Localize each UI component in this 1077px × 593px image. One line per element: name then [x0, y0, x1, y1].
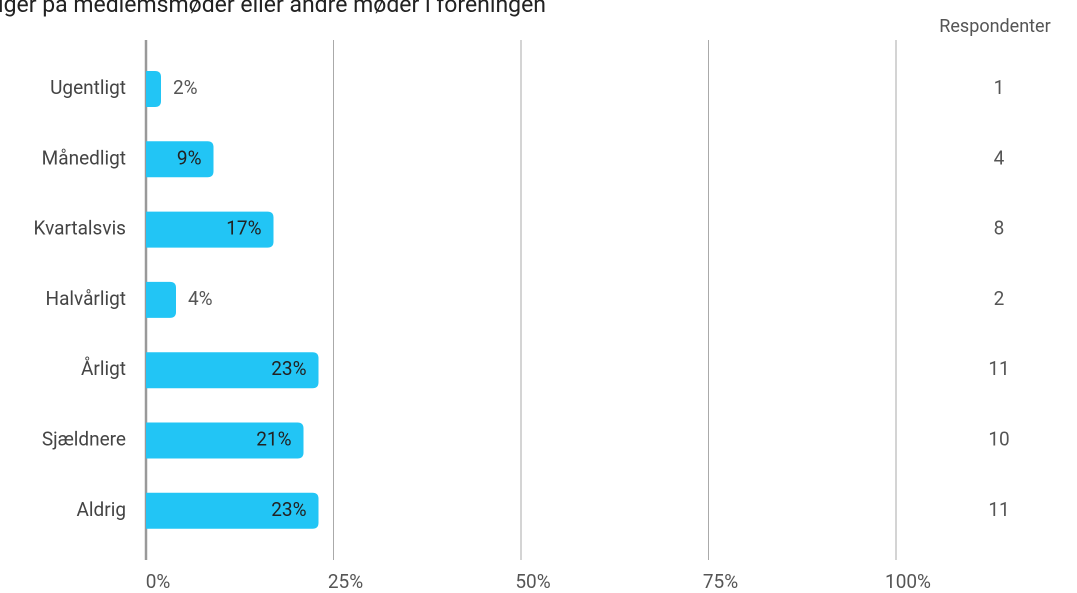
bar: [146, 281, 176, 318]
value-label: 4%: [188, 287, 213, 310]
y-tick-label: Månedligt: [42, 146, 126, 169]
respondents-count: 8: [994, 217, 1005, 240]
x-tick-label: 75%: [703, 570, 738, 593]
respondents-count: 11: [988, 498, 1009, 521]
value-label: 23%: [271, 357, 306, 380]
respondents-count: 2: [994, 287, 1005, 310]
x-tick-label: 50%: [515, 570, 550, 593]
chart-title: lger på medlemsmøder eller andre møder i…: [0, 0, 546, 18]
bar: [146, 422, 304, 459]
y-tick-label: Halvårligt: [46, 287, 126, 310]
value-label: 17%: [226, 217, 261, 240]
respondents-count: 10: [988, 428, 1009, 451]
x-tick-label: 100%: [885, 570, 931, 593]
bar: [146, 71, 161, 107]
respondents-header: Respondenter: [939, 16, 1050, 37]
respondents-count: 1: [994, 76, 1005, 99]
y-tick-label: Sjældnere: [42, 428, 126, 451]
respondents-count: 4: [994, 146, 1005, 169]
bar: [146, 211, 274, 248]
y-tick-label: Kvartalsvis: [34, 217, 126, 240]
value-label: 21%: [256, 428, 291, 451]
value-label: 2%: [173, 76, 198, 99]
value-label: 23%: [271, 498, 306, 521]
y-tick-label: Årligt: [81, 357, 126, 380]
bar: [146, 352, 319, 389]
y-tick-label: Aldrig: [77, 498, 126, 521]
x-tick-label: 0%: [146, 570, 171, 593]
y-tick-label: Ugentligt: [50, 76, 126, 99]
value-label: 9%: [177, 146, 202, 169]
bar: [146, 492, 319, 529]
bar: [146, 141, 214, 178]
respondents-count: 11: [988, 357, 1009, 380]
x-tick-label: 25%: [328, 570, 363, 593]
